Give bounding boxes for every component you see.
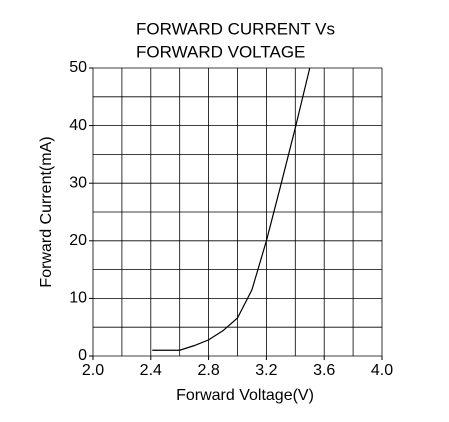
x-tick-label: 2.0 (82, 362, 104, 379)
series-line (152, 67, 311, 351)
y-axis-label: Forward Current(mA) (38, 136, 55, 287)
x-tick-label: 3.6 (313, 362, 335, 379)
x-tick-label: 2.4 (140, 362, 162, 379)
y-tick-label: 10 (69, 290, 87, 307)
x-axis-label: Forward Voltage(V) (176, 387, 314, 404)
x-tick-label: 4.0 (371, 362, 393, 379)
y-tick-label: 30 (69, 174, 87, 191)
chart-title: FORWARD CURRENT Vs (136, 19, 335, 38)
x-tick-label: 3.2 (255, 362, 277, 379)
y-tick-label: 20 (69, 232, 87, 249)
chart-title: FORWARD VOLTAGE (136, 42, 305, 61)
y-tick-label: 50 (69, 59, 87, 76)
y-tick-label: 40 (69, 117, 87, 134)
y-tick-label: 0 (78, 347, 87, 364)
x-tick-label: 2.8 (197, 362, 219, 379)
